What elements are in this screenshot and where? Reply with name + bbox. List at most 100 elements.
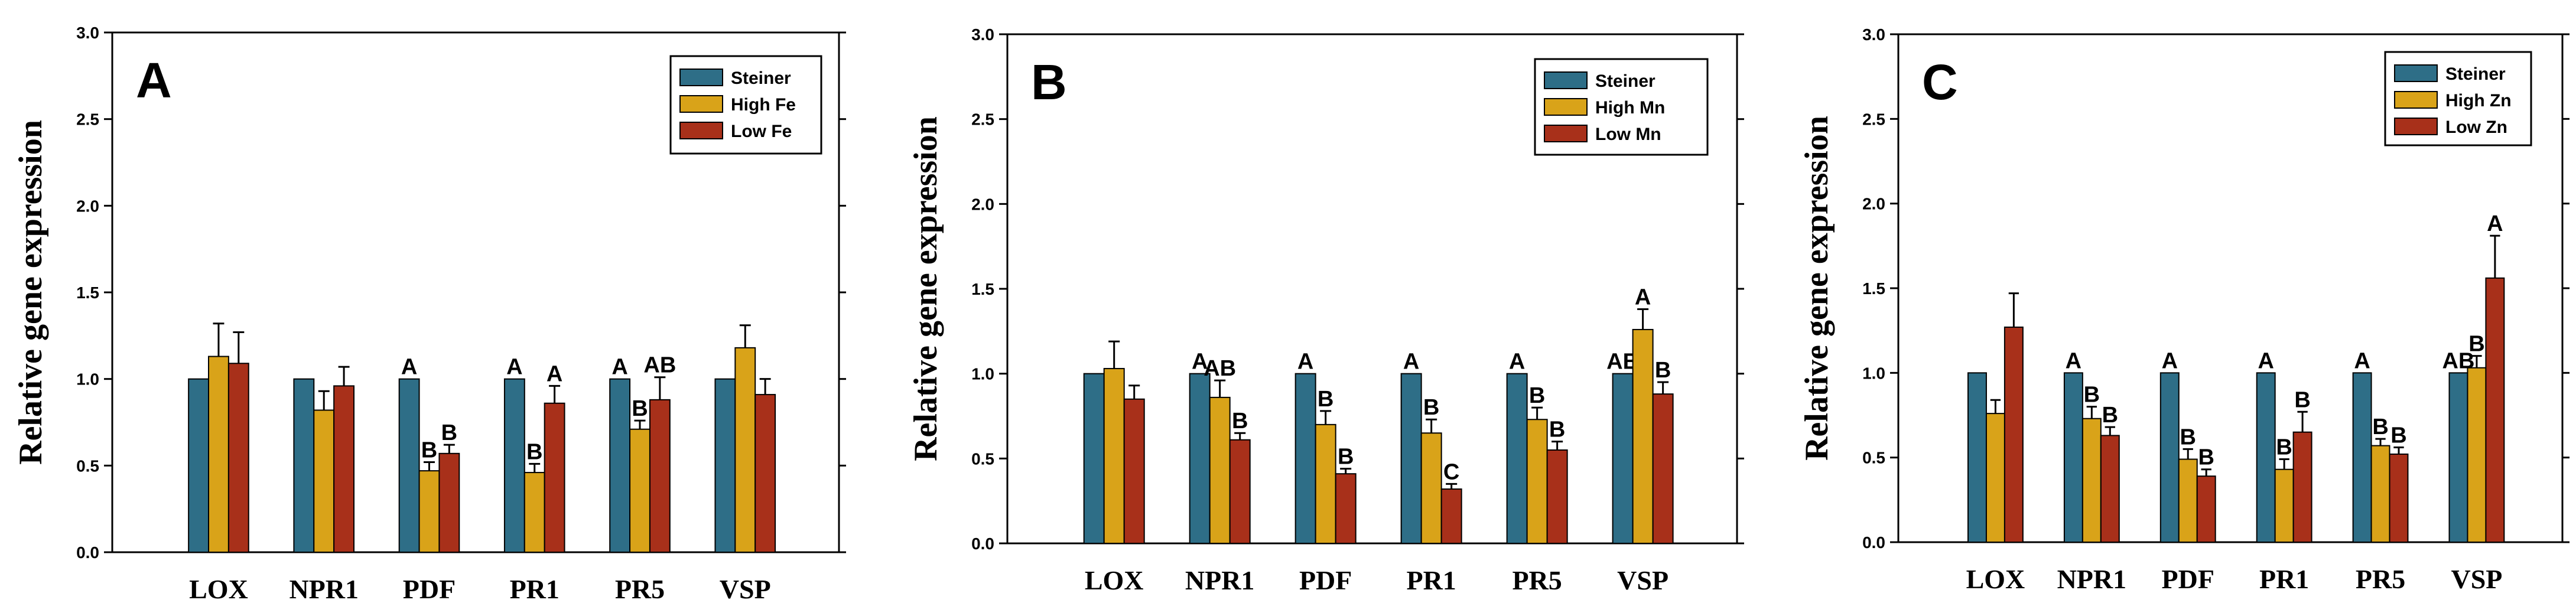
bar <box>734 347 756 553</box>
bar <box>2159 372 2180 543</box>
legend-swatch <box>1544 125 1588 142</box>
significance-label: B <box>2468 332 2484 357</box>
bar <box>1123 398 1145 544</box>
x-tick-label: LOX <box>1085 565 1144 595</box>
bar <box>2274 468 2294 543</box>
chart-panel-a: 0.0 0.5 1.0 1.5 2.0 2.5 3.0 Relative gene expre… <box>12 24 846 604</box>
legend-swatch <box>2394 118 2438 135</box>
bar <box>1632 328 1654 545</box>
significance-label: A <box>2487 211 2503 236</box>
y-tick-label: 2.5 <box>1862 110 1885 128</box>
y-tick-label: 0.0 <box>76 543 99 562</box>
bar <box>418 470 440 553</box>
significance-label: AB <box>1204 356 1236 381</box>
legend-label: Low Zn <box>2445 118 2507 137</box>
bar <box>2485 277 2505 543</box>
bar <box>293 378 315 553</box>
y-tick-label: 1.5 <box>76 283 99 302</box>
panel-label: B <box>1031 54 1067 110</box>
panel-label: A <box>136 53 172 108</box>
bar <box>333 385 355 553</box>
significance-label: B <box>2372 415 2388 439</box>
significance-label: B <box>2084 383 2100 408</box>
y-tick-label: 2.0 <box>76 197 99 215</box>
chart-panel-c: 0.0 0.5 1.0 1.5 2.0 2.5 3.0 Relative gene expre… <box>1798 25 2570 594</box>
y-tick-label: 2.5 <box>971 110 994 129</box>
bar <box>629 428 650 553</box>
y-axis-label: Relative gene expression <box>12 120 49 465</box>
significance-label: B <box>2198 445 2214 470</box>
bar <box>398 378 420 553</box>
legend-label: Steiner <box>731 69 791 88</box>
legend-swatch <box>1544 98 1588 116</box>
significance-label: B <box>632 396 648 421</box>
y-tick-label: 3.0 <box>971 25 994 44</box>
bar <box>523 472 545 553</box>
y-tick-label: 1.5 <box>971 280 994 298</box>
significance-label: A <box>1635 285 1651 309</box>
x-tick-label: NPR1 <box>1185 565 1255 595</box>
x-tick-label: LOX <box>1966 564 2025 594</box>
bar <box>1985 413 2005 543</box>
significance-label: B <box>1232 409 1248 434</box>
significance-label: A <box>2162 348 2178 373</box>
x-tick-label: PDF <box>2162 564 2214 594</box>
significance-label: AB <box>643 353 676 378</box>
legend-label: High Mn <box>1595 98 1665 118</box>
bar <box>2196 475 2216 543</box>
bar <box>1209 396 1231 544</box>
x-tick-label: NPR1 <box>289 574 359 604</box>
bar <box>2389 453 2409 543</box>
bar <box>2178 458 2198 543</box>
y-tick-label: 3.0 <box>76 24 99 42</box>
significance-label: B <box>2276 435 2292 460</box>
y-axis-label: Relative gene expression <box>908 116 944 461</box>
y-tick-label: 0.0 <box>1862 533 1885 552</box>
bar <box>649 399 671 553</box>
bar <box>2256 372 2276 543</box>
x-tick-label: VSP <box>720 574 771 604</box>
x-tick-label: LOX <box>189 574 248 604</box>
chart-panel-b: 0.0 0.5 1.0 1.5 2.0 2.5 3.0 Relative gene expre… <box>908 25 1744 595</box>
bar <box>188 378 210 553</box>
significance-label: A <box>1192 350 1208 374</box>
bar <box>438 452 460 553</box>
significance-label: B <box>2180 425 2196 449</box>
y-tick-label: 1.0 <box>1862 364 1885 382</box>
significance-label: B <box>441 421 457 445</box>
bar <box>1189 373 1211 545</box>
y-tick-label: 2.5 <box>76 110 99 129</box>
x-tick-label: PDF <box>1299 565 1352 595</box>
bar <box>544 402 565 553</box>
significance-label: B <box>1423 395 1439 420</box>
bar <box>2081 418 2102 543</box>
y-tick-label: 0.5 <box>971 449 994 468</box>
significance-label: A <box>2354 348 2370 373</box>
bar <box>1103 368 1125 545</box>
legend-label: High Fe <box>731 95 796 115</box>
bar <box>2003 326 2024 543</box>
x-tick-label: PR5 <box>1512 565 1562 595</box>
bar <box>2448 372 2468 543</box>
bar <box>2292 431 2312 543</box>
bar <box>2370 445 2390 543</box>
significance-label: A <box>1297 350 1313 374</box>
significance-label: A <box>506 355 522 380</box>
bar <box>503 378 525 553</box>
bar <box>2100 435 2120 543</box>
bar <box>1083 373 1105 545</box>
bar <box>1335 473 1357 545</box>
significance-label: B <box>1529 383 1545 408</box>
x-tick-label: NPR1 <box>2057 564 2127 594</box>
legend-label: Low Fe <box>731 122 792 141</box>
y-tick-label: 1.5 <box>1862 279 1885 298</box>
significance-label: B <box>1549 418 1565 442</box>
bar <box>1294 373 1316 545</box>
panel-label: C <box>1922 54 1958 110</box>
significance-label: A <box>547 361 562 386</box>
x-tick-label: PR1 <box>1406 565 1456 595</box>
legend-swatch <box>679 122 723 139</box>
bar <box>1420 432 1442 544</box>
legend-label: Steiner <box>2445 64 2506 84</box>
